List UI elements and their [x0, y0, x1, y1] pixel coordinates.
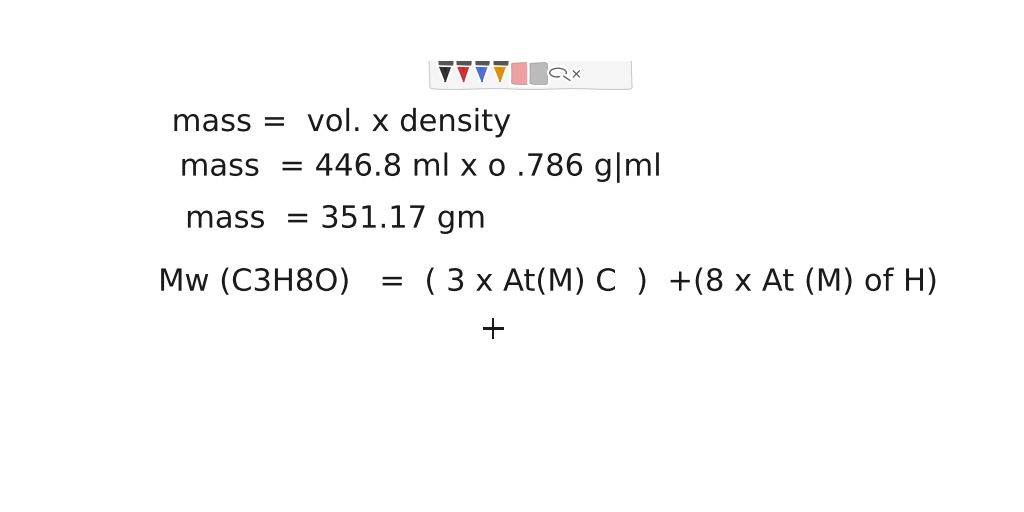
Text: mass =  vol. x density: mass = vol. x density [172, 108, 511, 137]
Text: ×: × [570, 67, 583, 81]
FancyBboxPatch shape [529, 63, 547, 84]
Polygon shape [475, 65, 488, 82]
Text: mass  = 446.8 ml x o .786 g|ml: mass = 446.8 ml x o .786 g|ml [179, 153, 660, 183]
Polygon shape [494, 60, 507, 65]
Polygon shape [458, 60, 470, 65]
Polygon shape [439, 60, 452, 65]
Text: Mw (C3H8O)   =  ( 3 x At(M) C  )  +(8 x At (M) of H): Mw (C3H8O) = ( 3 x At(M) C ) +(8 x At (M… [158, 268, 938, 297]
Polygon shape [475, 60, 488, 65]
FancyBboxPatch shape [511, 63, 528, 84]
Text: mass  = 351.17 gm: mass = 351.17 gm [185, 205, 485, 233]
Text: +: + [479, 313, 507, 346]
Polygon shape [494, 65, 507, 82]
FancyBboxPatch shape [430, 59, 632, 89]
Polygon shape [458, 65, 470, 82]
Polygon shape [439, 65, 452, 82]
